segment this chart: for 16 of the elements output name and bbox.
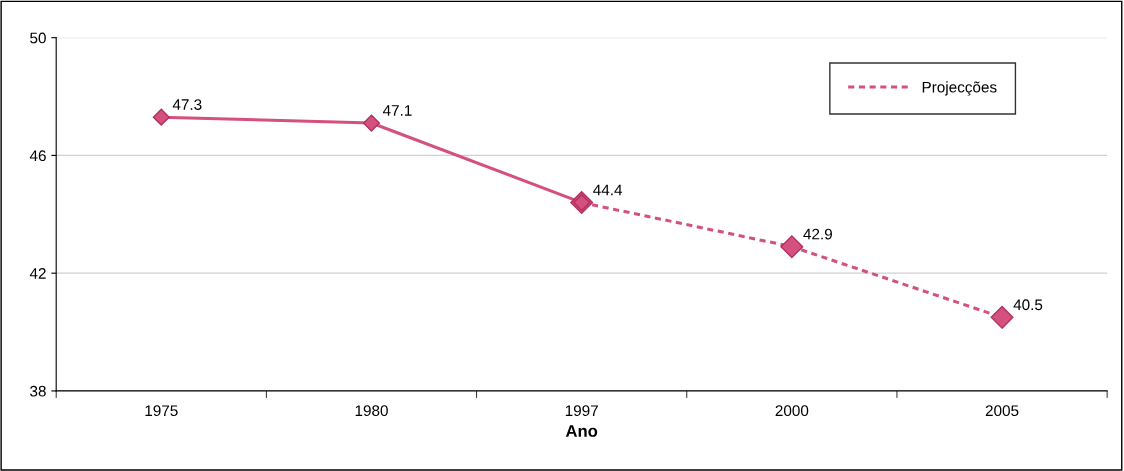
data-label: 42.9 — [803, 228, 832, 240]
data-label: 40.5 — [1013, 299, 1043, 311]
legend-label: Projecções — [922, 81, 997, 96]
x-tick-label: 1997 — [565, 405, 598, 417]
x-axis-title: Ano — [565, 425, 598, 437]
y-tick-label: 38 — [30, 385, 46, 397]
x-tick-label: 2005 — [985, 405, 1019, 417]
x-tick-label: 2000 — [775, 405, 809, 417]
y-tick-label: 50 — [30, 32, 46, 44]
data-label: 47.1 — [382, 105, 412, 116]
data-label: 47.3 — [172, 99, 202, 110]
x-tick-label: 1980 — [355, 405, 388, 417]
y-tick-label: 42 — [29, 268, 46, 279]
y-tick-label: 46 — [29, 150, 46, 162]
x-tick-label: 1975 — [145, 405, 178, 417]
data-label: 44.4 — [593, 184, 623, 196]
